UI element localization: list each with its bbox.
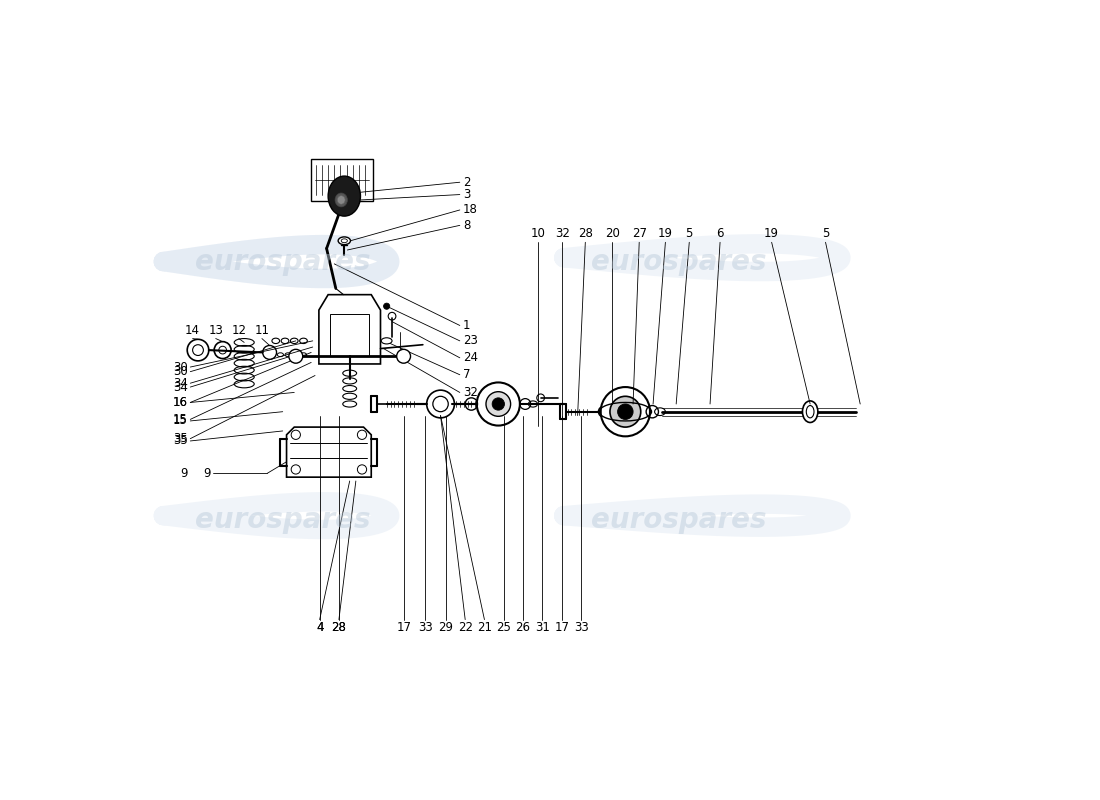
Ellipse shape — [802, 401, 818, 422]
Text: eurospares: eurospares — [592, 506, 767, 534]
Text: 30: 30 — [173, 361, 188, 374]
Text: 27: 27 — [631, 226, 647, 239]
Text: 11: 11 — [254, 324, 270, 338]
Circle shape — [486, 392, 510, 416]
Text: 26: 26 — [516, 621, 530, 634]
Text: 35: 35 — [173, 434, 188, 447]
Text: 35: 35 — [173, 432, 188, 445]
Polygon shape — [319, 294, 381, 364]
Text: 12: 12 — [231, 324, 246, 338]
Circle shape — [492, 398, 505, 410]
Text: eurospares: eurospares — [195, 247, 371, 275]
Text: 32: 32 — [463, 386, 477, 399]
Text: eurospares: eurospares — [592, 247, 767, 275]
Text: eurospares: eurospares — [195, 506, 371, 534]
Text: 28: 28 — [331, 621, 346, 634]
Circle shape — [609, 396, 640, 427]
Circle shape — [289, 350, 302, 363]
Circle shape — [384, 303, 389, 310]
Text: 14: 14 — [185, 324, 200, 338]
Ellipse shape — [336, 193, 348, 207]
Circle shape — [433, 396, 449, 412]
Text: 28: 28 — [578, 226, 593, 239]
Bar — [311, 159, 373, 202]
Text: 29: 29 — [439, 621, 453, 634]
Text: 19: 19 — [764, 226, 779, 239]
Text: 10: 10 — [531, 226, 546, 239]
Text: 32: 32 — [554, 226, 570, 239]
Text: 21: 21 — [477, 621, 492, 634]
Ellipse shape — [338, 237, 351, 245]
Text: 9: 9 — [204, 467, 211, 480]
Polygon shape — [286, 427, 372, 477]
Text: 1: 1 — [463, 319, 471, 332]
Text: 33: 33 — [418, 621, 432, 634]
Text: 31: 31 — [535, 621, 550, 634]
Circle shape — [263, 346, 276, 359]
Circle shape — [427, 390, 454, 418]
Text: 13: 13 — [208, 324, 223, 338]
Ellipse shape — [382, 338, 392, 344]
Text: 33: 33 — [574, 621, 589, 634]
Circle shape — [601, 387, 650, 436]
Circle shape — [397, 350, 410, 363]
Text: 15: 15 — [173, 414, 188, 427]
Text: 7: 7 — [463, 368, 471, 382]
Text: 16: 16 — [173, 396, 188, 409]
Text: 18: 18 — [463, 203, 477, 217]
Text: 5: 5 — [685, 226, 693, 239]
Text: 17: 17 — [397, 621, 411, 634]
Text: 19: 19 — [658, 226, 673, 239]
Text: 5: 5 — [822, 226, 829, 239]
Text: 22: 22 — [458, 621, 473, 634]
Text: 34: 34 — [173, 377, 188, 390]
Text: 24: 24 — [463, 351, 477, 364]
Text: 15: 15 — [173, 413, 188, 426]
Text: 9: 9 — [180, 467, 188, 480]
Text: 8: 8 — [463, 219, 471, 232]
Text: 34: 34 — [173, 381, 188, 394]
Text: 20: 20 — [605, 226, 619, 239]
Text: 4: 4 — [316, 621, 323, 634]
Ellipse shape — [341, 239, 348, 242]
Text: 2: 2 — [463, 176, 471, 189]
Text: 30: 30 — [173, 365, 188, 378]
Ellipse shape — [328, 176, 361, 216]
Text: 23: 23 — [463, 334, 477, 347]
Bar — [330, 314, 369, 356]
Ellipse shape — [338, 196, 345, 204]
Text: 25: 25 — [496, 621, 512, 634]
Text: 17: 17 — [554, 621, 570, 634]
Ellipse shape — [806, 406, 814, 418]
Text: 3: 3 — [463, 188, 471, 201]
Text: 16: 16 — [173, 396, 188, 409]
Text: 28: 28 — [331, 621, 346, 634]
Text: 4: 4 — [316, 621, 323, 634]
Text: 6: 6 — [716, 226, 724, 239]
Circle shape — [618, 404, 634, 419]
Circle shape — [476, 382, 520, 426]
